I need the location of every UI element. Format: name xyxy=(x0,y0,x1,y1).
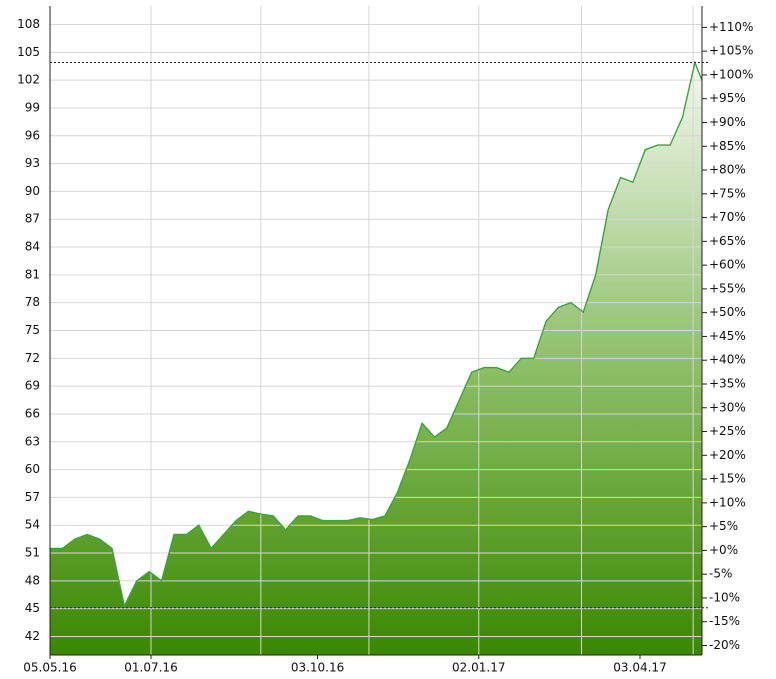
y-tick-label: 96 xyxy=(25,128,40,142)
area xyxy=(50,62,702,656)
x-tick-label: 01.07.16 xyxy=(124,661,177,675)
y2-tick-label: +50% xyxy=(709,305,746,319)
y-tick-label: 57 xyxy=(25,490,40,504)
y-tick-label: 102 xyxy=(17,73,40,87)
y-tick-label: 78 xyxy=(25,295,40,309)
y2-tick-label: +15% xyxy=(709,472,746,486)
y2-tick-label: +80% xyxy=(709,163,746,177)
y2-tick-label: +40% xyxy=(709,353,746,367)
y2-tick-label: +60% xyxy=(709,258,746,272)
y-tick-label: 108 xyxy=(17,17,40,31)
y-tick-label: 66 xyxy=(25,406,40,420)
y-tick-label: 54 xyxy=(25,518,40,532)
y2-tick-label: -5% xyxy=(709,567,732,581)
y2-tick-label: +100% xyxy=(709,67,753,81)
y-tick-label: 51 xyxy=(25,546,40,560)
y2-tick-label: +110% xyxy=(709,20,753,34)
y2-tick-label: +85% xyxy=(709,139,746,153)
y2-tick-label: -20% xyxy=(709,638,740,652)
x-tick-label: 03.04.17 xyxy=(613,661,666,675)
y-tick-label: 42 xyxy=(25,629,40,643)
y2-tick-label: +35% xyxy=(709,376,746,390)
y-tick-label: 63 xyxy=(25,434,40,448)
y2-tick-label: +70% xyxy=(709,210,746,224)
y-tick-label: 72 xyxy=(25,351,40,365)
y2-tick-label: +5% xyxy=(709,519,738,533)
y-tick-label: 45 xyxy=(25,601,40,615)
y2-tick-label: +45% xyxy=(709,329,746,343)
y-tick-label: 69 xyxy=(25,379,40,393)
y-tick-label: 81 xyxy=(25,267,40,281)
y-tick-label: 75 xyxy=(25,323,40,337)
y2-tick-label: -15% xyxy=(709,614,740,628)
y-tick-label: 48 xyxy=(25,573,40,587)
y2-tick-label: +75% xyxy=(709,186,746,200)
y-tick-label: 84 xyxy=(25,240,40,254)
y-tick-label: 93 xyxy=(25,156,40,170)
x-tick-label: 02.01.17 xyxy=(452,661,505,675)
y2-tick-label: +95% xyxy=(709,91,746,105)
y2-tick-label: +0% xyxy=(709,543,738,557)
x-tick-label: 03.10.16 xyxy=(291,661,344,675)
y2-tick-label: +105% xyxy=(709,44,753,58)
x-tick-label: 05.05.16 xyxy=(23,661,76,675)
y-tick-label: 60 xyxy=(25,462,40,476)
y2-tick-label: +55% xyxy=(709,281,746,295)
y-tick-label: 87 xyxy=(25,212,40,226)
y2-tick-label: +25% xyxy=(709,424,746,438)
y-tick-label: 105 xyxy=(17,45,40,59)
y-tick-label: 90 xyxy=(25,184,40,198)
y2-tick-label: +30% xyxy=(709,400,746,414)
y-tick-label: 99 xyxy=(25,100,40,114)
y2-tick-label: +90% xyxy=(709,115,746,129)
y2-tick-label: +20% xyxy=(709,448,746,462)
price-line xyxy=(50,60,703,609)
y2-tick-label: +65% xyxy=(709,234,746,248)
y2-tick-label: -10% xyxy=(709,590,740,604)
y2-tick-label: +10% xyxy=(709,495,746,509)
